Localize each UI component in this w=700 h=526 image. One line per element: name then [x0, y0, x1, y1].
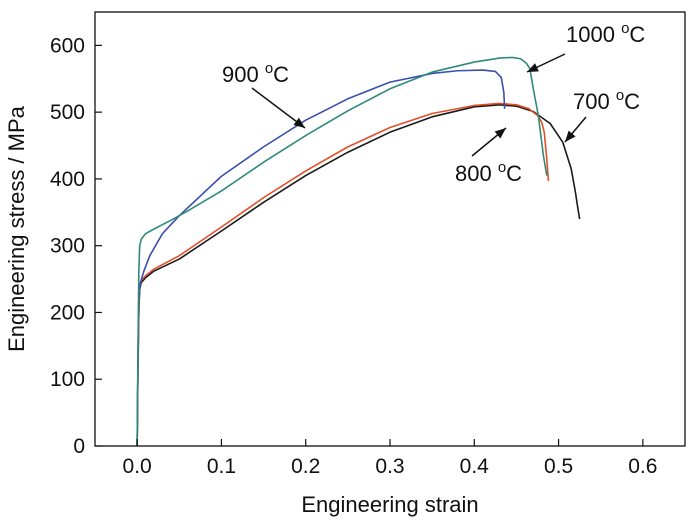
x-tick-label: 0.6 — [628, 455, 657, 478]
y-axis-label: Engineering stress / MPa — [4, 105, 29, 352]
curves-layer — [136, 56, 581, 447]
x-tick-label: 0.4 — [460, 455, 490, 478]
x-tick-label: 0.3 — [375, 455, 404, 478]
annotation-arrowhead — [527, 63, 539, 72]
y-tick-label: 300 — [50, 235, 85, 258]
annotation-arrowhead — [565, 130, 576, 142]
x-tick-label: 0.2 — [291, 455, 320, 478]
series-line-4 — [136, 56, 548, 447]
x-tick-label: 0.0 — [123, 455, 152, 478]
y-tick-label: 400 — [50, 168, 85, 191]
series-line-3 — [136, 69, 506, 447]
annotation-label: 800 oC — [455, 159, 522, 186]
annotation-arrow-line — [251, 87, 306, 129]
ticks-layer: 0.0 0.1 0.2 0.3 0.4 0.5 0.6 0 100 200 300 400 500 600 — [50, 34, 658, 478]
y-tick-label: 600 — [50, 34, 85, 57]
annotation-arrowhead — [293, 117, 305, 128]
plot-frame — [94, 11, 686, 447]
annotation-arrowhead — [494, 128, 506, 139]
y-tick-label: 500 — [50, 101, 85, 124]
annotations-layer: 900 oC 1000 oC 700 oC 800 oC — [222, 20, 645, 186]
annotation-label: 1000 oC — [566, 20, 645, 47]
annotation-label: 700 oC — [573, 87, 640, 114]
y-tick-label: 0 — [73, 435, 85, 458]
y-tick-label: 200 — [50, 301, 85, 324]
series-line-1 — [136, 104, 581, 447]
x-tick-label: 0.5 — [544, 455, 573, 478]
y-tick-label: 100 — [50, 368, 85, 391]
annotation-label: 900 oC — [222, 60, 289, 87]
x-tick-label: 0.1 — [207, 455, 236, 478]
x-axis-label: Engineering strain — [301, 492, 478, 517]
